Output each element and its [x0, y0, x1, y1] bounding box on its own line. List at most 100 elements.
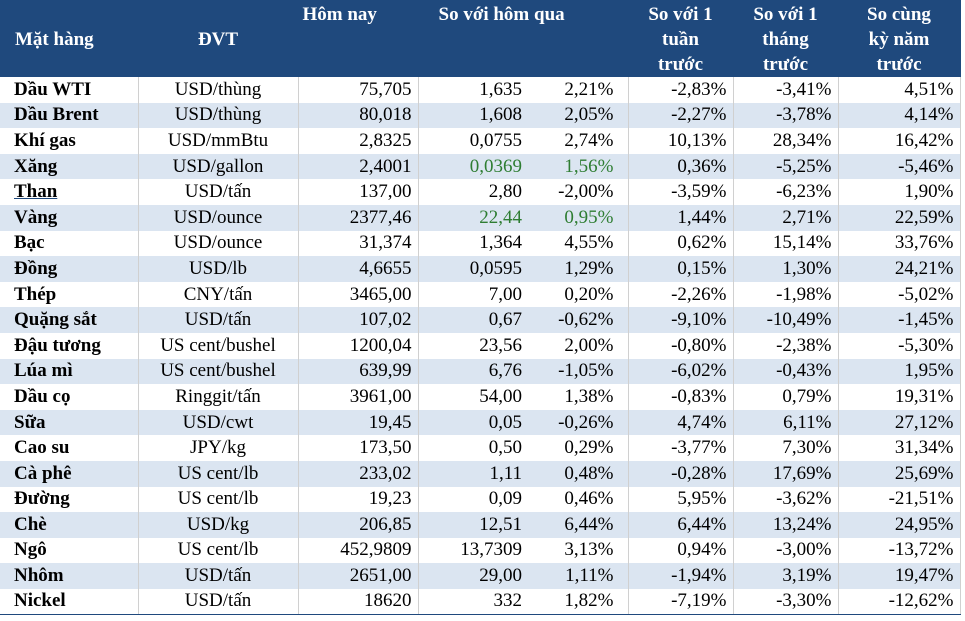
change-vs-yesterday: 0,67	[488, 309, 522, 331]
unit-cell: USD/mmBtu	[138, 128, 299, 154]
table-row: Dầu WTI USD/thùng 75,705 1,635 2,21% -2,83% -3…	[0, 77, 961, 103]
unit-cell: USD/ounce	[138, 230, 299, 257]
table-row: Nhôm USD/tấn 2651,00 29,00 1,11% -1,94% 3,19% 1…	[0, 563, 961, 589]
price-today: 80,018	[298, 102, 419, 129]
header-vs-year-line3: trước	[876, 54, 922, 75]
pct-vs-month: -3,78%	[733, 102, 839, 129]
pct-vs-month: 28,34%	[733, 128, 839, 154]
pct-vs-week: -2,83%	[628, 77, 734, 103]
pct-vs-year: -1,45%	[838, 307, 961, 333]
pct-vs-yesterday: 0,95%	[528, 204, 629, 231]
pct-vs-year: 27,12%	[838, 409, 961, 436]
pct-vs-week: -1,94%	[628, 563, 734, 589]
pct-vs-yesterday: 1,38%	[528, 384, 629, 410]
pct-vs-week: -0,83%	[628, 384, 734, 410]
price-today: 4,6655	[298, 256, 419, 282]
change-vs-yesterday: 23,56	[479, 334, 522, 356]
pct-vs-year: 31,34%	[838, 435, 961, 461]
unit-cell: USD/cwt	[138, 409, 299, 436]
price-today: 2377,46	[298, 204, 419, 231]
pct-vs-month: 15,14%	[733, 230, 839, 257]
pct-vs-yesterday: -1,05%	[528, 358, 629, 385]
unit-cell: US cent/lb	[138, 537, 299, 564]
unit-cell: USD/thùng	[138, 102, 299, 129]
pct-vs-week: 6,44%	[628, 512, 734, 538]
table-row: Ngô US cent/lb 452,9809 13,7309 3,13% 0,94% -3…	[0, 537, 961, 564]
table-row: Thép CNY/tấn 3465,00 7,00 0,20% -2,26% -1,98% -…	[0, 281, 961, 308]
change-vs-yesterday: 22,44	[479, 206, 522, 228]
pct-vs-month: 0,79%	[733, 384, 839, 410]
pct-vs-year: 22,59%	[838, 204, 961, 231]
pct-vs-month: -0,43%	[733, 358, 839, 385]
unit-cell: USD/ounce	[138, 204, 299, 231]
pct-vs-week: -0,80%	[628, 332, 734, 359]
pct-vs-year: -5,30%	[838, 332, 961, 359]
pct-vs-month: 3,19%	[733, 563, 839, 589]
pct-vs-year: 33,76%	[838, 230, 961, 257]
commodity-name: Ngô	[0, 537, 139, 564]
change-vs-yesterday: 1,608	[479, 104, 522, 126]
pct-vs-yesterday: 1,11%	[528, 563, 629, 589]
unit-cell: US cent/lb	[138, 460, 299, 487]
unit-cell: USD/tấn	[138, 179, 299, 205]
unit-cell: USD/thùng	[138, 77, 299, 103]
commodity-name: Đậu tương	[0, 332, 139, 359]
header-vs-yesterday: So với hôm qua	[418, 0, 629, 77]
price-today: 173,50	[298, 435, 419, 461]
table-row: Dầu cọ Ringgit/tấn 3961,00 54,00 1,38% -0,83%…	[0, 384, 961, 410]
unit-cell: Ringgit/tấn	[138, 384, 299, 410]
commodity-name: Dầu cọ	[0, 384, 139, 410]
table-row: Nickel USD/tấn 18620 332 1,82% -7,19% -3,30% -1…	[0, 588, 961, 615]
pct-vs-year: 19,47%	[838, 563, 961, 589]
pct-vs-yesterday: -0,26%	[528, 409, 629, 436]
pct-vs-year: -21,51%	[838, 486, 961, 513]
change-vs-yesterday: 13,7309	[460, 539, 522, 561]
pct-vs-yesterday: 1,56%	[528, 153, 629, 180]
pct-vs-week: -2,26%	[628, 281, 734, 308]
commodity-name: Quặng sắt	[0, 307, 139, 333]
table-row: Than USD/tấn 137,00 2,80 -2,00% -3,59% -6,23% 1…	[0, 179, 961, 205]
header-vs-week: So với 1 tuần trước	[628, 0, 734, 77]
pct-vs-month: 6,11%	[733, 409, 839, 436]
price-today: 233,02	[298, 460, 419, 487]
pct-vs-year: -12,62%	[838, 588, 961, 615]
change-vs-yesterday: 2,80	[488, 181, 522, 203]
pct-vs-month: -10,49%	[733, 307, 839, 333]
unit-cell: USD/gallon	[138, 153, 299, 180]
pct-vs-month: 7,30%	[733, 435, 839, 461]
header-vs-week-line3: trước	[657, 54, 704, 75]
price-today: 137,00	[298, 179, 419, 205]
pct-vs-month: -5,25%	[733, 153, 839, 180]
pct-vs-yesterday: 2,05%	[528, 102, 629, 129]
pct-vs-year: 1,95%	[838, 358, 961, 385]
header-unit: ĐVT	[138, 0, 299, 77]
change-vs-yesterday: 12,51	[479, 513, 522, 535]
pct-vs-yesterday: 3,13%	[528, 537, 629, 564]
pct-vs-month: -3,41%	[733, 77, 839, 103]
commodity-name: Dầu WTI	[0, 77, 139, 103]
pct-vs-week: -3,77%	[628, 435, 734, 461]
change-vs-yesterday: 0,0755	[469, 129, 522, 151]
price-today: 75,705	[298, 77, 419, 103]
pct-vs-month: 13,24%	[733, 512, 839, 538]
table-row: Lúa mì US cent/bushel 639,99 6,76 -1,05% -6,0…	[0, 358, 961, 385]
table-row: Xăng USD/gallon 2,4001 0,0369 1,56% 0,36% -5,2…	[0, 153, 961, 180]
table-row: Sữa USD/cwt 19,45 0,05 -0,26% 4,74% 6,11% 27,12…	[0, 409, 961, 436]
pct-vs-yesterday: 0,29%	[528, 435, 629, 461]
pct-vs-year: 24,21%	[838, 256, 961, 282]
change-vs-yesterday: 0,0595	[469, 257, 522, 279]
pct-vs-week: -3,59%	[628, 179, 734, 205]
header-vs-month-line1: So với 1	[753, 4, 818, 25]
pct-vs-week: 0,62%	[628, 230, 734, 257]
commodity-name: Vàng	[0, 204, 139, 231]
commodity-name: Cà phê	[0, 460, 139, 487]
unit-cell: CNY/tấn	[138, 281, 299, 308]
pct-vs-week: 5,95%	[628, 486, 734, 513]
table-row: Khí gas USD/mmBtu 2,8325 0,0755 2,74% 10,13% 2…	[0, 128, 961, 154]
header-vs-month: So với 1 tháng trước	[733, 0, 839, 77]
header-vs-year-line1: So cùng	[867, 4, 931, 25]
commodity-name: Sữa	[0, 409, 139, 436]
table-row: Đường US cent/lb 19,23 0,09 0,46% 5,95% -3,62%…	[0, 486, 961, 513]
pct-vs-week: -7,19%	[628, 588, 734, 615]
